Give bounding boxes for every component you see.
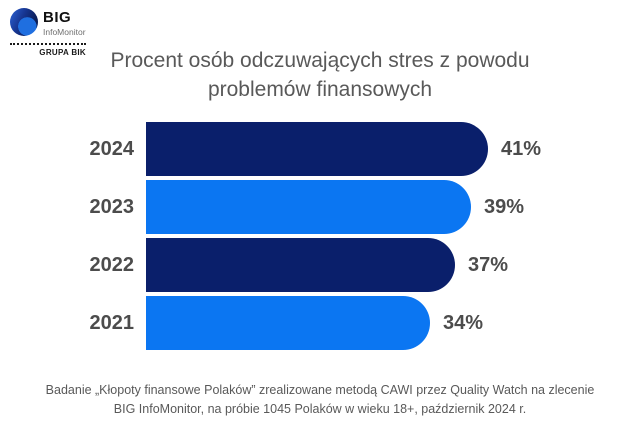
year-label: 2023 <box>89 195 135 218</box>
bar-2022 <box>146 238 455 292</box>
logo-group-text: GRUPA BIK <box>39 48 86 57</box>
logo-subbrand-text: InfoMonitor <box>43 27 86 37</box>
value-label: 39% <box>484 195 525 218</box>
year-label: 2021 <box>89 311 135 334</box>
bar-2024 <box>146 122 488 176</box>
bar-row-2022: 2022 37% <box>0 238 640 292</box>
bar-2021 <box>146 296 430 350</box>
year-label: 2022 <box>89 253 135 276</box>
bar-row-2021: 2021 34% <box>0 296 640 350</box>
year-label: 2024 <box>89 137 135 160</box>
chart-title: Procent osób odczuwających stres z powod… <box>110 49 530 101</box>
big-sphere-logo-icon <box>10 8 38 36</box>
bar-chart: 2024 41% 2023 39% 2022 37% 2021 34% <box>0 122 640 350</box>
source-note-line-2: BIG InfoMonitor, na próbie 1045 Polaków … <box>113 402 527 416</box>
source-note-line-1: Badanie „Kłopoty finansowe Polaków” zrea… <box>45 383 595 397</box>
logo-brand-text: BIG <box>43 9 72 26</box>
bar-2023 <box>146 180 471 234</box>
value-label: 34% <box>443 311 484 334</box>
value-label: 37% <box>468 253 509 276</box>
big-infomonitor-logo: BIG InfoMonitor GRUPA BIK <box>10 8 90 57</box>
logo-header: BIG InfoMonitor <box>10 8 90 37</box>
dotted-divider <box>10 43 86 45</box>
value-label: 41% <box>501 137 542 160</box>
bar-row-2023: 2023 39% <box>0 180 640 234</box>
source-note: Badanie „Kłopoty finansowe Polaków” zrea… <box>20 381 620 419</box>
bar-row-2024: 2024 41% <box>0 122 640 176</box>
logo-text-block: BIG InfoMonitor <box>43 8 86 38</box>
